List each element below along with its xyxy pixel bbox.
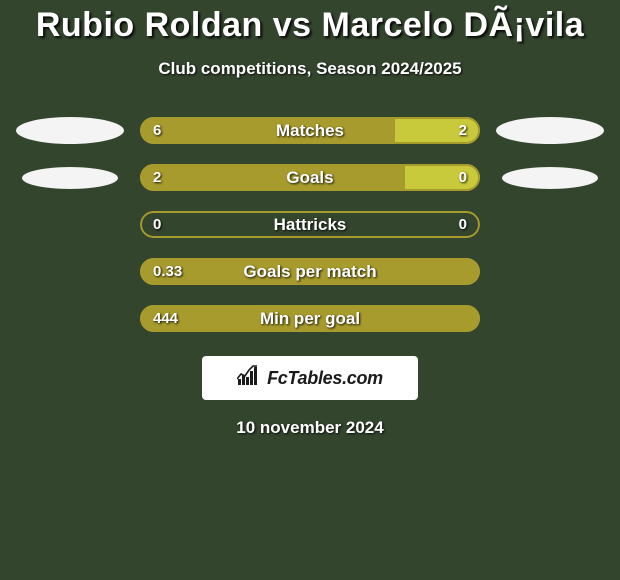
stat-bar: Goals20 (140, 164, 480, 191)
right-badge-slot (490, 258, 610, 285)
left-badge-slot (10, 211, 130, 238)
page-title: Rubio Roldan vs Marcelo DÃ¡vila (0, 6, 620, 45)
stat-row: Goals20 (10, 164, 610, 191)
comparison-infographic: Rubio Roldan vs Marcelo DÃ¡vila Club com… (0, 0, 620, 580)
bar-segment-right (395, 117, 480, 144)
logo-text: FcTables.com (267, 368, 383, 389)
bar-segment-left (140, 305, 480, 332)
right-badge-slot (490, 305, 610, 332)
right-badge-slot (490, 211, 610, 238)
left-badge-slot (10, 117, 130, 144)
subtitle: Club competitions, Season 2024/2025 (0, 59, 620, 79)
stat-row: Hattricks0 0 (10, 211, 610, 238)
left-badge-slot (10, 164, 130, 191)
bar-segment-left (140, 258, 480, 285)
stat-bar: Hattricks0 0 (140, 211, 480, 238)
stat-row: Min per goal444 (10, 305, 610, 332)
left-badge-slot (10, 258, 130, 285)
chart-icon (237, 365, 261, 392)
player-badge-left (16, 117, 124, 144)
stat-bar: Goals per match0.33 (140, 258, 480, 285)
right-badge-slot (490, 164, 610, 191)
stat-label: Hattricks (140, 211, 480, 238)
stat-bar: Min per goal444 (140, 305, 480, 332)
logo-box: FcTables.com (202, 356, 418, 400)
stats-rows: Matches62 Goals20 Hattricks0 0 Goals per mat… (0, 117, 620, 332)
player-badge-right (502, 167, 598, 189)
right-badge-slot (490, 117, 610, 144)
bar-segment-left (140, 164, 405, 191)
stat-value-right: 0 (459, 211, 467, 238)
bar-segment-right (405, 164, 480, 191)
stat-bar: Matches62 (140, 117, 480, 144)
stat-row: Goals per match0.33 (10, 258, 610, 285)
bar-segment-left (140, 117, 395, 144)
footer-date: 10 november 2024 (0, 418, 620, 438)
stat-row: Matches62 (10, 117, 610, 144)
stat-value-left: 0 (153, 211, 161, 238)
player-badge-left (22, 167, 118, 189)
player-badge-right (496, 117, 604, 144)
bar-border (140, 211, 480, 238)
left-badge-slot (10, 305, 130, 332)
